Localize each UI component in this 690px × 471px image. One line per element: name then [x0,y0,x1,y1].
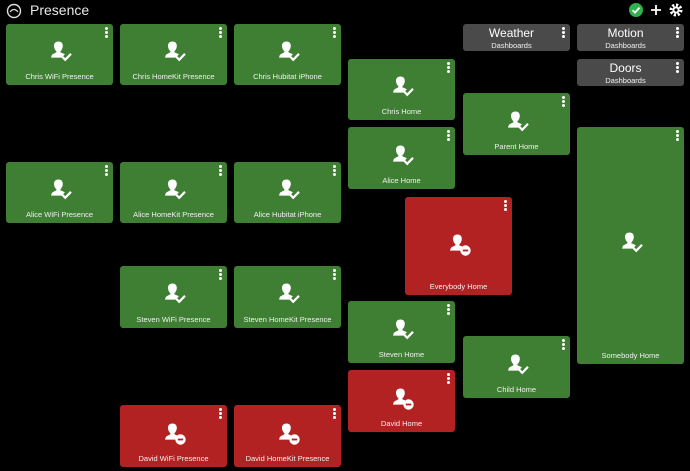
tile-label: David WiFi Presence [138,454,209,463]
tile-menu-icon[interactable] [219,408,223,419]
tile-menu-icon[interactable] [333,165,337,176]
tile-menu-icon[interactable] [562,96,566,107]
tile-alice-home[interactable]: Alice Home [348,127,455,189]
person-away-minus-icon [449,234,471,256]
tile-label: Chris HomeKit Presence [132,72,215,81]
tile-steven-homekit-presence[interactable]: Steven HomeKit Presence [234,266,341,328]
tile-chris-wifi-presence[interactable]: Chris WiFi Presence [6,24,113,85]
tile-alice-wifi-presence[interactable]: Alice WiFi Presence [6,162,113,223]
person-present-check-icon [164,283,186,304]
tile-child-home[interactable]: Child Home [463,336,570,398]
tile-menu-icon[interactable] [504,200,508,211]
tile-chris-hubitat-iphone[interactable]: Chris Hubitat iPhone [234,24,341,85]
tile-menu-icon[interactable] [219,27,223,38]
tile-label: Child Home [496,385,537,394]
person-present-check-icon [507,354,529,375]
tile-label: Alice HomeKit Presence [133,210,214,219]
person-present-check-icon [50,41,72,62]
tile-menu-icon[interactable] [562,339,566,350]
hubitat-logo-icon[interactable] [6,3,22,19]
tile-somebody-home[interactable]: Somebody Home [577,127,684,364]
tile-label: Alice WiFi Presence [25,210,94,219]
person-present-check-icon [278,41,300,62]
person-present-check-icon [392,145,414,166]
tile-menu-icon[interactable] [562,27,566,38]
dashboard-title: Motion [607,26,644,40]
dashboard-subtitle: Dashboards [605,76,646,85]
tile-menu-icon[interactable] [333,408,337,419]
person-present-check-icon [507,111,529,132]
tile-label: Alice Hubitat iPhone [253,210,322,219]
tile-menu-icon[interactable] [447,62,451,73]
tile-alice-hubitat-iphone[interactable]: Alice Hubitat iPhone [234,162,341,223]
tile-label: Chris Hubitat iPhone [253,72,322,81]
dashboard-subtitle: Dashboards [605,41,646,50]
tile-david-home[interactable]: David Home [348,370,455,432]
status-check-icon[interactable] [628,2,644,18]
header-bar: Presence [0,0,690,22]
tile-label: David Home [380,419,423,428]
settings-gear-icon[interactable] [668,2,684,18]
dashboard-subtitle: Dashboards [491,41,532,50]
tile-menu-icon[interactable] [676,130,680,141]
tile-steven-wifi-presence[interactable]: Steven WiFi Presence [120,266,227,328]
person-present-check-icon [50,179,72,200]
dashboard-link-weather[interactable]: Weather Dashboards [463,24,570,51]
tile-label: Steven Home [378,350,425,359]
tile-david-homekit-presence[interactable]: David HomeKit Presence [234,405,341,467]
person-present-check-icon [621,232,643,253]
dashboard-title: Weather [488,26,535,40]
dashboard-link-motion[interactable]: Motion Dashboards [577,24,684,51]
tile-label: Chris WiFi Presence [25,72,94,81]
person-present-check-icon [278,283,300,304]
person-away-minus-icon [392,388,414,410]
tile-menu-icon[interactable] [105,165,109,176]
tile-label: Chris Home [381,107,422,116]
tile-menu-icon[interactable] [219,269,223,280]
tile-menu-icon[interactable] [105,27,109,38]
tile-everybody-home[interactable]: Everybody Home [405,197,512,295]
tile-menu-icon[interactable] [219,165,223,176]
tile-menu-icon[interactable] [333,27,337,38]
tile-label: Somebody Home [601,351,660,360]
add-icon[interactable] [648,2,664,18]
tile-label: Steven WiFi Presence [136,315,211,324]
person-away-minus-icon [278,423,300,445]
tile-label: Alice Home [382,176,421,185]
tile-menu-icon[interactable] [333,269,337,280]
tile-alice-homekit-presence[interactable]: Alice HomeKit Presence [120,162,227,223]
person-present-check-icon [392,319,414,340]
person-present-check-icon [164,179,186,200]
person-present-check-icon [392,76,414,97]
person-present-check-icon [278,179,300,200]
tile-label: David HomeKit Presence [245,454,330,463]
tile-menu-icon[interactable] [676,62,680,73]
page-title: Presence [30,2,90,18]
tile-label: Parent Home [494,142,539,151]
tile-menu-icon[interactable] [447,373,451,384]
person-away-minus-icon [164,423,186,445]
tile-parent-home[interactable]: Parent Home [463,93,570,155]
dashboard-title: Doors [609,61,642,75]
tile-chris-homekit-presence[interactable]: Chris HomeKit Presence [120,24,227,85]
tile-menu-icon[interactable] [676,27,680,38]
tile-david-wifi-presence[interactable]: David WiFi Presence [120,405,227,467]
tile-label: Steven HomeKit Presence [243,315,332,324]
tile-menu-icon[interactable] [447,130,451,141]
dashboard-link-doors[interactable]: Doors Dashboards [577,59,684,86]
tile-label: Everybody Home [429,282,488,291]
tile-chris-home[interactable]: Chris Home [348,59,455,120]
tile-steven-home[interactable]: Steven Home [348,301,455,363]
tile-menu-icon[interactable] [447,304,451,315]
person-present-check-icon [164,41,186,62]
